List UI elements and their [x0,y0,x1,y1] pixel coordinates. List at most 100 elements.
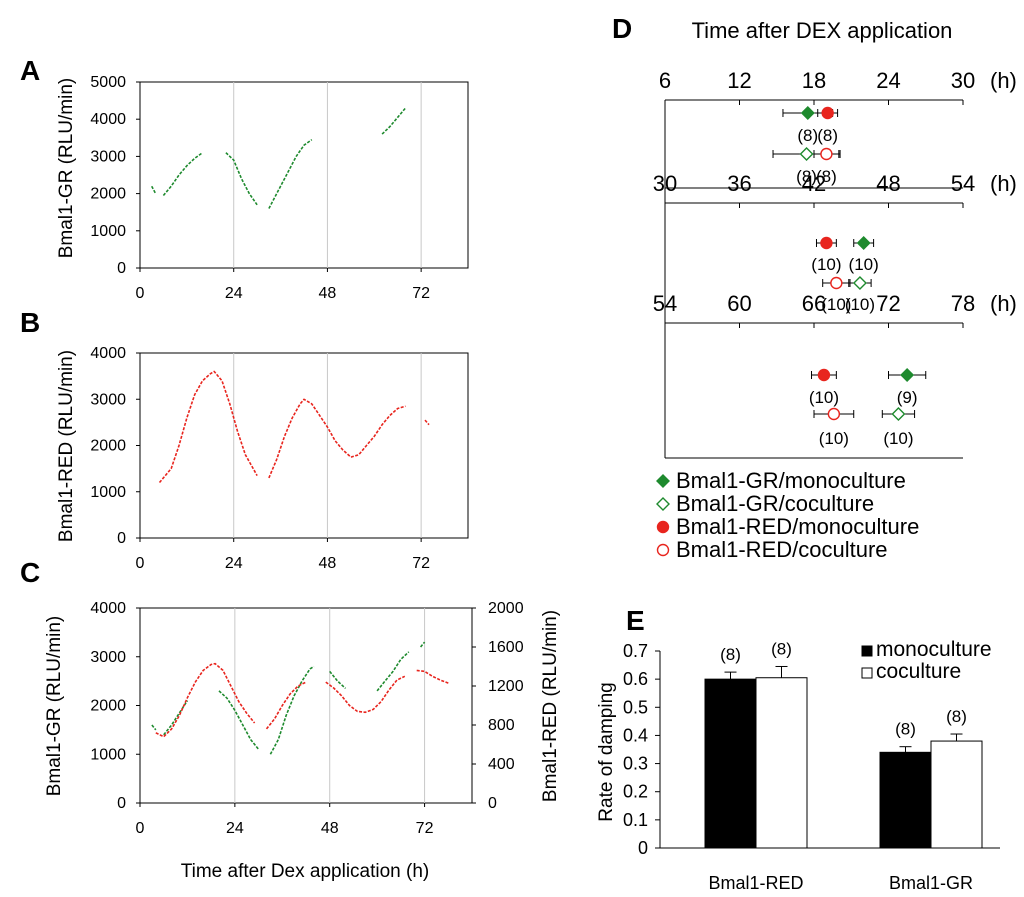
plot-frame-c [139,607,473,804]
data-point-marker [830,276,843,290]
series-line-b-0 [424,419,430,426]
y-tick-label-a: 1000 [90,223,126,240]
timeline-tick-label-1: 36 [727,171,751,196]
x-tick-label-c: 48 [321,820,339,837]
legend-swatch-e [861,645,873,657]
series-line-a-0 [225,152,258,206]
x-tick-label-a: 24 [225,285,243,302]
y2-tick-label-c: 400 [488,756,515,773]
timeline-tick-label-1: 30 [653,171,677,196]
sample-size-label: (10) [819,429,849,448]
y-tick-label-b: 0 [117,530,126,547]
y-tick-label-e: 0.1 [623,810,648,830]
y-tick-label-a: 2000 [90,186,126,203]
timeline-tick-label-2: 66 [802,291,826,316]
sample-size-label-e: (8) [720,645,741,664]
sample-size-label: (10) [809,388,839,407]
panel-letter-d: D [612,13,632,44]
y-tick-label-b: 3000 [90,391,126,408]
data-point-marker [900,368,915,382]
y-tick-label-b: 2000 [90,438,126,455]
y2-tick-label-c: 1200 [488,678,524,695]
legend-swatch-e [861,667,873,679]
y-tick-label-e: 0.5 [623,697,648,717]
y-tick-label-c: 1000 [90,746,126,763]
timeline-tick-label-0: 18 [802,68,826,93]
y2-tick-label-c: 1600 [488,639,524,656]
ylabel-a: Bmal1-GR (RLU/min) [56,78,77,259]
sample-size-label: (10) [849,255,879,274]
y-tick-label-e: 0.6 [623,669,648,689]
sample-size-label: (8) [817,126,838,145]
y-tick-label-a: 3000 [90,148,126,165]
y-tick-label-a: 0 [117,260,126,277]
timeline-tick-label-0: 24 [876,68,900,93]
y-tick-label-c: 2000 [90,698,126,715]
series-line-c-0 [329,670,347,689]
sample-size-label-e: (8) [946,707,967,726]
series-line-c-0 [218,690,260,750]
sample-size-label: (10) [883,429,913,448]
y-tick-label-e: 0.4 [623,725,648,745]
series-line-c-0 [269,665,315,755]
data-point-marker [821,106,834,120]
y-tick-label-e: 0 [638,838,648,858]
x-tick-label-c: 24 [226,820,244,837]
ylabel-b: Bmal1-RED (RLU/min) [56,350,77,542]
series-line-c-1 [155,662,256,738]
y-tick-label-b: 4000 [90,345,126,362]
sample-size-label: (10) [811,255,841,274]
series-line-a-0 [150,185,157,194]
y-tick-label-b: 1000 [90,484,126,501]
legend-label-e: monoculture [876,638,992,661]
legend-label-d: Bmal1-GR/coculture [676,491,874,516]
series-line-b-0 [268,398,406,479]
sample-size-label: (9) [897,388,918,407]
data-point-marker [817,368,831,382]
timeline-tick-label-1: 54 [951,171,975,196]
data-point-marker [891,407,906,421]
legend-marker [656,520,670,534]
data-point-marker [820,147,833,161]
series-line-a-0 [381,107,407,135]
timeline-tick-label-2: 60 [727,291,751,316]
sample-size-label: (8) [797,126,818,145]
legend-marker [656,474,670,488]
x-tick-label-c: 0 [136,820,145,837]
legend-marker [656,543,670,557]
series-line-c-0 [419,641,426,648]
plot-frame-b [139,352,469,539]
timeline-unit-2: (h) [990,291,1017,316]
panel-d-title: Time after DEX application [692,18,953,43]
x-tick-label-a: 0 [136,285,145,302]
ylabel-c: Bmal1-GR (RLU/min) [44,616,65,797]
series-line-c-1 [265,681,307,730]
sample-size-label-e: (8) [895,720,916,739]
timeline-tick-label-2: 72 [876,291,900,316]
x-tick-label-a: 72 [412,285,430,302]
data-point-marker [820,236,833,250]
data-point-marker [800,106,815,120]
sample-size-label-e: (8) [771,639,792,658]
timeline-tick-label-2: 78 [951,291,975,316]
timeline-tick-label-1: 48 [876,171,900,196]
timeline-tick-label-1: 42 [802,171,826,196]
bar-coculture [930,740,983,849]
sample-size-label: (10) [845,295,875,314]
series-line-c-0 [376,651,410,692]
y-tick-label-a: 5000 [90,74,126,91]
timeline-unit-1: (h) [990,171,1017,196]
bar-coculture [755,677,808,849]
timeline-tick-label-0: 6 [659,68,671,93]
sample-size-label: (8) [816,167,837,186]
y-tick-label-e: 0.2 [623,782,648,802]
y-tick-label-c: 3000 [90,649,126,666]
sample-size-label: (8) [796,167,817,186]
category-label-e: Bmal1-GR [889,873,973,893]
y2label-c: Bmal1-RED (RLU/min) [540,610,561,802]
legend-label-d: Bmal1-RED/monoculture [676,514,919,539]
legend-label-d: Bmal1-GR/monoculture [676,468,906,493]
y-tick-label-e: 0.7 [623,641,648,661]
